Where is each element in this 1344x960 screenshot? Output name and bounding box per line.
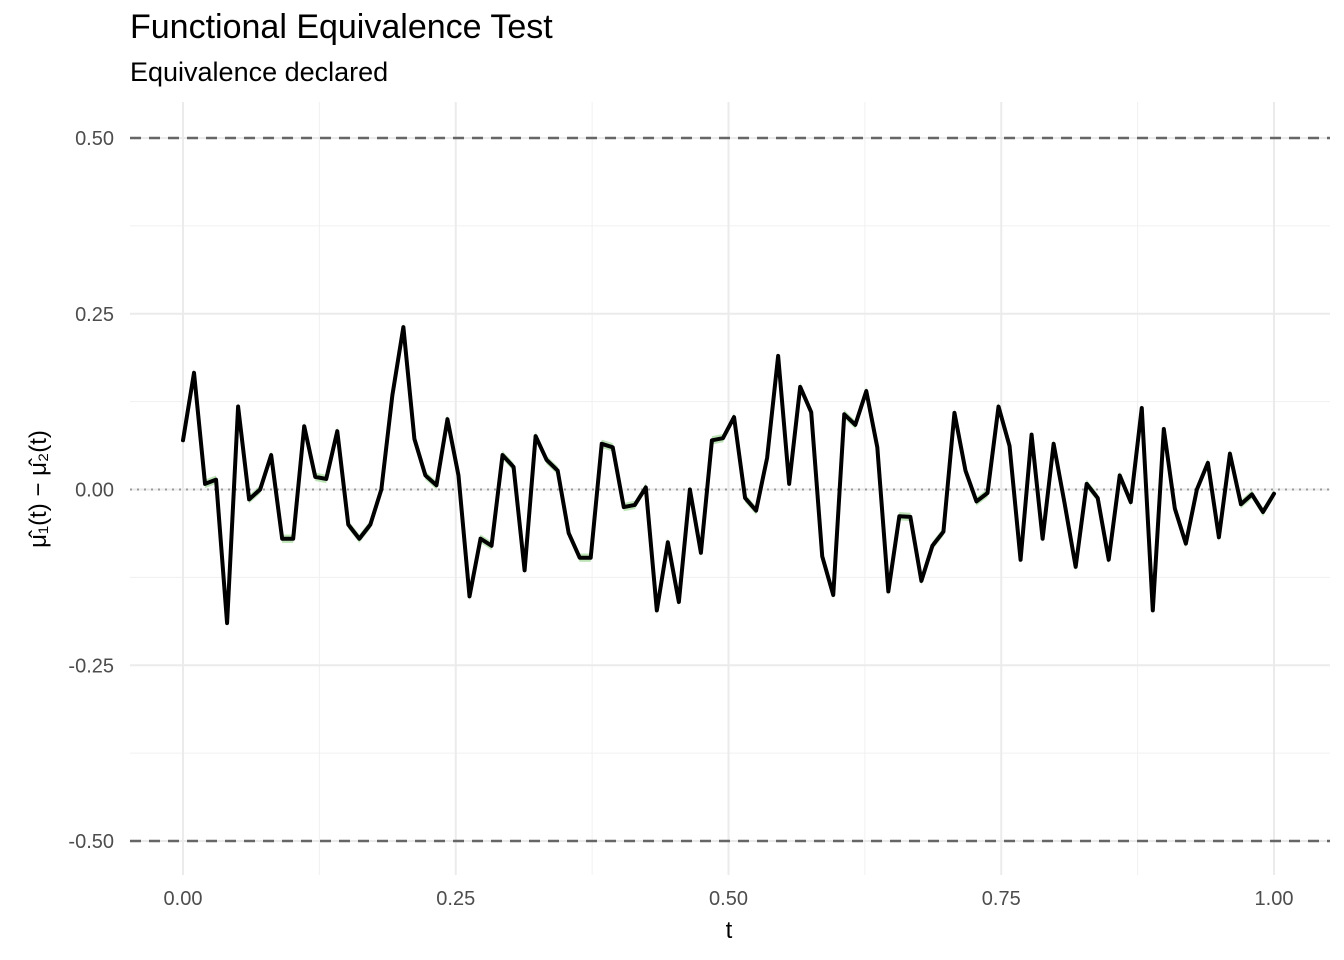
major-gridlines <box>130 102 1330 875</box>
x-tick-label: 0.00 <box>164 888 203 910</box>
y-tick-label: 0.00 <box>75 480 114 502</box>
chart-subtitle: Equivalence declared <box>130 57 389 87</box>
y-tick-label: 0.50 <box>75 128 114 150</box>
x-tick-label: 0.50 <box>709 888 748 910</box>
y-tick-labels: 0.50 0.25 0.00 -0.25 -0.50 <box>68 128 114 853</box>
x-tick-label: 0.75 <box>982 888 1021 910</box>
series-lines <box>181 325 1276 626</box>
y-tick-label: 0.25 <box>75 304 114 326</box>
y-tick-label: -0.50 <box>68 831 114 853</box>
y-tick-label: -0.25 <box>68 655 114 677</box>
x-tick-label: 0.25 <box>436 888 475 910</box>
reference-lines <box>130 136 1330 843</box>
series-line <box>181 325 1276 626</box>
x-tick-labels: 0.00 0.25 0.50 0.75 1.00 <box>164 888 1294 910</box>
x-axis-title: t <box>726 917 733 944</box>
chart-title: Functional Equivalence Test <box>130 8 553 46</box>
y-axis-title: μ̂₁(t) − μ̂₂(t) <box>25 430 52 548</box>
x-tick-label: 1.00 <box>1255 888 1294 910</box>
